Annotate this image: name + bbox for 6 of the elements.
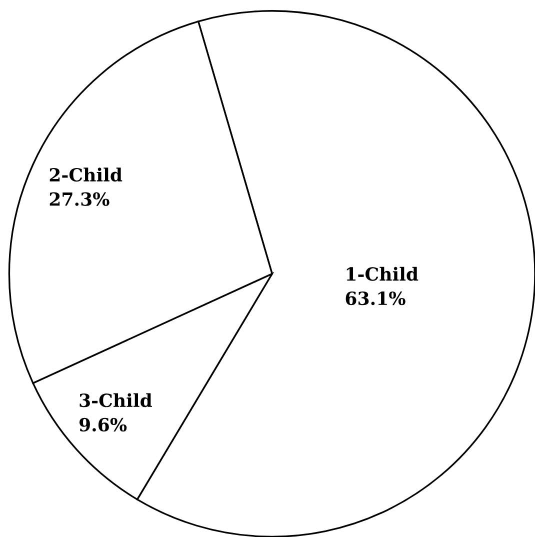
data-label: 63.1% (346, 292, 406, 306)
slice-label: 3-Child (80, 393, 152, 408)
slice-label: 2-Child (50, 168, 122, 182)
data-label: 9.6% (79, 418, 127, 432)
slice-label: 1-Child (346, 266, 418, 281)
data-label: 27.3% (50, 192, 110, 206)
